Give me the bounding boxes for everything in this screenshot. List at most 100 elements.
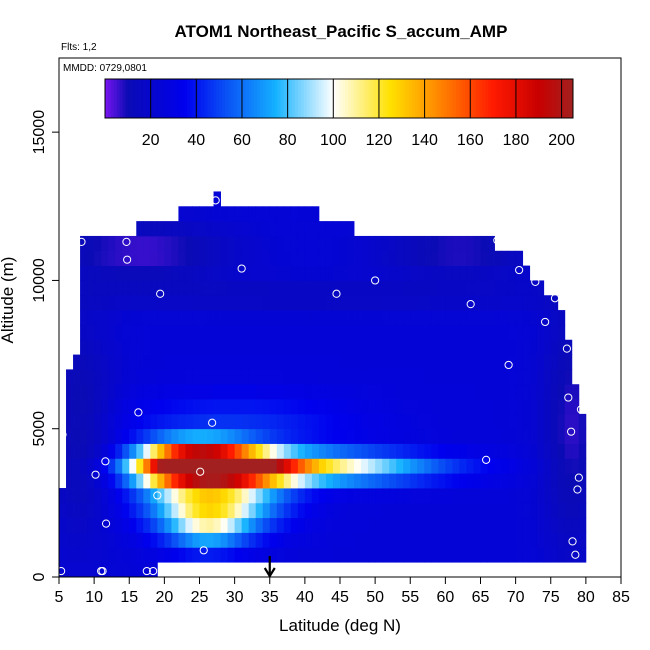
latitude-marker-arrow <box>263 556 276 579</box>
heatmap-cell <box>375 413 383 430</box>
colorbar-swatch <box>353 79 357 118</box>
heatmap-cell <box>94 250 102 266</box>
heatmap-cell <box>262 250 271 266</box>
heatmap-cell <box>431 280 439 296</box>
heatmap-cell <box>192 443 200 459</box>
colorbar-swatch <box>432 79 436 118</box>
heatmap-cell <box>101 250 109 266</box>
heatmap-cell <box>529 324 538 341</box>
heatmap-cell <box>410 310 418 326</box>
heatmap-cell <box>452 310 460 326</box>
colorbar-swatch <box>143 79 147 118</box>
colorbar-tick-label: 80 <box>279 132 297 149</box>
colorbar-swatch <box>447 79 451 118</box>
heatmap-cell <box>536 399 545 415</box>
heatmap-cell <box>382 295 390 311</box>
heatmap-cell <box>354 413 362 430</box>
heatmap-cell <box>361 384 369 400</box>
heatmap-cell <box>508 547 517 563</box>
colorbar-swatch <box>555 79 559 118</box>
colorbar-swatch <box>119 79 123 118</box>
heatmap-cell <box>185 354 193 370</box>
heatmap-cell <box>375 502 383 519</box>
heatmap-cell <box>417 384 425 400</box>
heatmap-cell <box>529 428 538 444</box>
heatmap-cell <box>501 280 509 296</box>
heatmap-cell <box>417 473 425 489</box>
colorbar-swatch <box>429 79 433 118</box>
heatmap-cell <box>150 473 158 489</box>
observation-point <box>531 277 540 287</box>
heatmap-cell <box>199 295 207 311</box>
colorbar-swatch <box>113 79 118 118</box>
heatmap-cell <box>234 221 243 237</box>
heatmap-cell <box>571 413 580 430</box>
heatmap-cell <box>227 458 236 474</box>
heatmap-cell <box>571 458 580 474</box>
heatmap-cell <box>536 443 545 459</box>
heatmap-cell <box>325 369 334 385</box>
heatmap-cell <box>241 458 250 474</box>
heatmap-cell <box>150 339 158 355</box>
heatmap-cell <box>304 428 313 444</box>
observation-point <box>557 285 566 294</box>
heatmap-cell <box>368 488 376 504</box>
heatmap-cell <box>382 265 390 281</box>
heatmap-cell <box>361 502 369 519</box>
heatmap-cell <box>255 502 264 519</box>
heatmap-cell <box>101 547 109 563</box>
heatmap-cell <box>325 517 334 533</box>
heatmap-cell <box>227 354 236 370</box>
heatmap-cell <box>332 339 341 355</box>
heatmap-cell <box>199 428 207 444</box>
heatmap-cell <box>501 428 509 444</box>
heatmap-cell <box>522 384 531 400</box>
heatmap-cell <box>466 443 474 459</box>
heatmap-cell <box>522 339 531 355</box>
heatmap-cell <box>522 428 531 444</box>
colorbar-swatch <box>400 79 404 118</box>
heatmap-cell <box>529 443 538 459</box>
heatmap-cell <box>508 502 517 519</box>
heatmap-cell <box>543 295 552 311</box>
heatmap-cell <box>459 354 467 370</box>
heatmap-cell <box>578 473 587 489</box>
heatmap-cell <box>115 235 123 252</box>
heatmap-cell <box>332 235 341 252</box>
heatmap-cell <box>213 310 221 326</box>
heatmap-cell <box>255 324 264 341</box>
colorbar-swatch <box>198 79 202 118</box>
colorbar-swatch <box>166 79 170 118</box>
heatmap-cell <box>94 295 102 311</box>
heatmap-cell <box>382 488 390 504</box>
heatmap-cell <box>375 458 383 474</box>
colorbar-swatch <box>450 79 454 118</box>
heatmap-cell <box>227 250 236 266</box>
heatmap-cell <box>101 295 109 311</box>
heatmap-cell <box>178 369 186 385</box>
heatmap-cell <box>438 532 446 548</box>
heatmap-cell <box>136 295 144 311</box>
heatmap-cell <box>466 354 474 370</box>
colorbar-swatch <box>327 79 331 118</box>
heatmap-cell <box>311 413 320 430</box>
heatmap-cell <box>262 206 271 222</box>
heatmap-cell <box>368 310 376 326</box>
heatmap-cell <box>80 369 88 385</box>
heatmap-cell <box>241 221 250 237</box>
heatmap-cell <box>143 324 151 341</box>
heatmap-cell <box>332 413 341 430</box>
heatmap-cell <box>452 443 460 459</box>
heatmap-cell <box>529 488 538 504</box>
heatmap-cell <box>375 235 383 252</box>
heatmap-cell <box>115 502 123 519</box>
heatmap-cell <box>178 502 186 519</box>
heatmap-cell <box>115 517 123 533</box>
heatmap-cell <box>192 339 200 355</box>
heatmap-cell <box>290 250 299 266</box>
heatmap-cell <box>564 339 573 355</box>
heatmap-cell <box>283 295 292 311</box>
heatmap-cell <box>325 532 334 548</box>
heatmap-cell <box>438 250 446 266</box>
heatmap-cell <box>550 369 559 385</box>
